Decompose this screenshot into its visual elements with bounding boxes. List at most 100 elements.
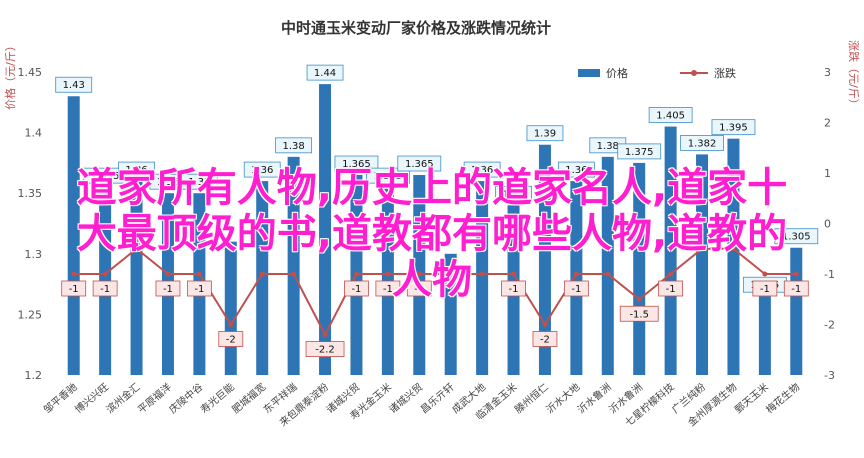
svg-text:-1: -1 — [414, 284, 424, 295]
svg-text:1.365: 1.365 — [405, 159, 434, 170]
change-point — [793, 271, 799, 277]
change-point — [511, 271, 517, 277]
category-label: 昌乐亓轩 — [418, 380, 457, 416]
left-tick-label: 1.45 — [18, 66, 43, 79]
svg-text:-1: -1 — [791, 284, 801, 295]
svg-text:1.36: 1.36 — [251, 165, 273, 176]
price-data-label: 1.36 — [118, 161, 155, 178]
category-label: 肥城福宽 — [229, 380, 268, 416]
change-point — [291, 271, 297, 277]
change-data-label: -2 — [218, 331, 244, 347]
price-data-label: 1.36 — [463, 161, 501, 178]
overlay-line-3: 人物 — [392, 257, 472, 303]
svg-text:1.382: 1.382 — [688, 138, 717, 149]
svg-text:1.305: 1.305 — [782, 232, 811, 243]
right-axis: -3 -2 -1 0 1 2 3 — [824, 66, 835, 382]
change-point — [542, 322, 548, 327]
legend-price-label: 价格 — [606, 66, 628, 80]
svg-text:1.35: 1.35 — [157, 177, 179, 188]
svg-text:-1: -1 — [509, 284, 519, 295]
change-data-label: -1 — [344, 280, 369, 297]
price-bar — [538, 144, 551, 375]
change-point — [479, 271, 485, 277]
change-point — [762, 271, 768, 277]
category-labels: 邹平香驰博兴兴旺滨州金汇平原福洋庆陵中谷寿光巨能肥城福宽东平祥瑞来包鼎泰淀粉诸城… — [41, 380, 803, 429]
price-bar — [570, 181, 583, 375]
price-data-label: 1.43 — [55, 76, 93, 93]
legend-change-marker — [691, 70, 697, 76]
price-bar — [696, 154, 709, 375]
change-data-label: -1 — [375, 280, 401, 297]
price-data-label: 1.34 — [495, 185, 532, 202]
svg-text:1.365: 1.365 — [342, 159, 371, 170]
price-data-label: 1.355 — [365, 167, 410, 184]
change-point — [196, 271, 202, 277]
change-data-label: -1 — [186, 280, 212, 297]
change-data-label: -1 — [658, 280, 684, 297]
change-point — [102, 271, 108, 277]
price-bar — [256, 181, 269, 375]
price-data-label: 1.39 — [526, 125, 564, 142]
left-tick-label: 1.35 — [18, 187, 43, 200]
price-data-label: 1.36 — [243, 161, 281, 178]
change-point — [573, 271, 579, 277]
svg-text:-1: -1 — [351, 284, 361, 295]
right-tick-label: -3 — [824, 369, 835, 382]
category-label: 鄄天玉米 — [732, 380, 771, 416]
change-point — [134, 246, 140, 252]
category-label: 沂水鲁洲 — [575, 380, 614, 416]
svg-text:1.44: 1.44 — [314, 68, 336, 79]
price-data-label: 1.382 — [680, 135, 724, 151]
change-point — [730, 246, 736, 252]
change-point — [165, 271, 171, 277]
price-data-label: 1.365 — [397, 155, 442, 172]
change-data-label: -1 — [155, 280, 181, 297]
left-tick-label: 1.4 — [25, 127, 43, 140]
price-bar — [664, 126, 677, 375]
overlay-line-2: 大最顶级的书,道教都有哪些人物,道教的 — [76, 211, 788, 257]
price-bar — [633, 162, 646, 375]
change-point — [322, 332, 328, 338]
change-data-label: -1 — [752, 280, 778, 297]
change-data-label: -2 — [532, 331, 558, 347]
price-bar — [130, 181, 143, 375]
legend-price-swatch — [578, 69, 600, 77]
price-data-label: 1.44 — [306, 64, 344, 81]
price-data-label: 1.375 — [617, 143, 662, 160]
left-tick-label: 1.2 — [25, 369, 43, 382]
svg-text:价格（元/斤）: 价格（元/斤） — [3, 40, 17, 110]
change-point — [636, 296, 642, 302]
svg-text:1.43: 1.43 — [63, 80, 85, 91]
svg-text:1.395: 1.395 — [719, 123, 748, 134]
price-bar — [790, 247, 803, 375]
svg-text:-1: -1 — [163, 284, 173, 295]
svg-text:-1: -1 — [571, 284, 581, 295]
svg-text:1.38: 1.38 — [597, 141, 619, 152]
right-tick-label: -1 — [824, 268, 835, 281]
svg-text:-1: -1 — [69, 284, 79, 295]
change-data-label: -1 — [783, 280, 809, 297]
right-tick-label: 0 — [824, 218, 831, 231]
change-data-label: -1.5 — [619, 305, 659, 322]
change-point — [448, 271, 454, 277]
change-data-label: -1 — [61, 280, 87, 297]
svg-text:-1: -1 — [666, 284, 676, 295]
right-tick-label: 1 — [824, 167, 831, 180]
svg-text:涨跌（元/斤）: 涨跌（元/斤） — [847, 40, 861, 110]
change-data-label: -1 — [501, 280, 526, 297]
svg-text:-1: -1 — [760, 284, 770, 295]
svg-text:-2.2: -2.2 — [315, 345, 335, 356]
change-point — [416, 271, 422, 277]
price-data-label: 1.36 — [557, 161, 595, 178]
category-label: 邹平香驰 — [41, 380, 80, 416]
price-bar — [476, 181, 489, 375]
svg-text:1.355: 1.355 — [91, 171, 120, 182]
change-point — [385, 271, 391, 277]
category-label: 庆陵中谷 — [166, 380, 205, 416]
price-data-label: 1.38 — [275, 137, 313, 154]
price-data-label: 1.305 — [774, 228, 819, 245]
svg-text:-2: -2 — [540, 335, 550, 346]
change-data-label: -1 — [92, 280, 118, 297]
svg-text:-1: -1 — [383, 284, 393, 295]
